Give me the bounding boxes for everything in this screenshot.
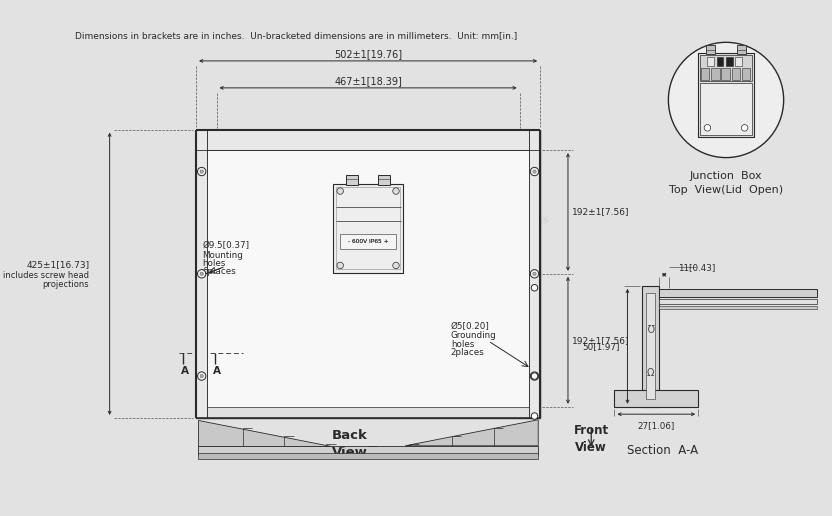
Bar [615,390,698,407]
Bar [659,307,817,309]
Bar [196,130,207,418]
Text: 425±1[16.73]: 425±1[16.73] [26,260,89,269]
Bar [336,187,399,269]
Bar [707,57,714,67]
Bar [706,45,715,54]
Bar [529,130,540,418]
Text: includes screw head: includes screw head [3,271,89,280]
Bar [726,57,732,67]
Text: 2places: 2places [451,348,484,357]
Circle shape [200,170,203,173]
Bar [700,83,752,135]
Circle shape [197,270,206,278]
Circle shape [668,42,784,157]
Circle shape [530,167,538,176]
Text: SOLARLAND: SOLARLAND [221,191,324,245]
Circle shape [704,124,711,131]
Circle shape [197,167,206,176]
Circle shape [530,270,538,278]
Text: Mounting: Mounting [203,251,244,260]
Text: SOLARLAND: SOLARLAND [351,247,453,300]
Text: Grounding: Grounding [451,331,497,341]
Text: Dimensions in brackets are in inches.  Un-bracketed dimensions are in millimeter: Dimensions in brackets are in inches. Un… [75,31,518,40]
Text: - 600V IP65 +: - 600V IP65 + [348,239,389,244]
Circle shape [532,284,537,291]
Text: A: A [181,366,189,376]
Circle shape [532,375,536,378]
Circle shape [200,375,203,378]
Text: 192±1[7.56]: 192±1[7.56] [572,336,629,345]
Text: A: A [212,366,220,376]
Bar [198,453,538,459]
Text: Solar Solutions: Solar Solutions [338,177,430,222]
Circle shape [393,188,399,195]
Bar [196,130,540,418]
Text: holes: holes [203,259,226,268]
Text: Junction  Box
Top  View(Lid  Open): Junction Box Top View(Lid Open) [669,171,783,195]
Text: Back
View: Back View [332,429,368,459]
Bar [698,54,754,137]
Bar [731,68,740,79]
Bar [659,299,817,304]
Bar [742,68,750,79]
Bar [642,286,659,407]
Bar [659,288,817,297]
Bar [716,57,723,67]
Circle shape [530,372,538,380]
Polygon shape [405,420,538,446]
Polygon shape [198,420,331,446]
Text: Ø9.5[0.37]: Ø9.5[0.37] [203,241,250,250]
Bar [721,68,730,79]
Bar [333,184,404,273]
Bar [196,130,540,150]
Text: Ω: Ω [647,321,655,331]
Text: holes: holes [451,340,474,349]
Bar [379,175,390,185]
Text: 192±1[7.56]: 192±1[7.56] [572,207,629,217]
Text: projections: projections [42,281,89,289]
Bar [735,57,742,67]
Bar [346,175,358,185]
Circle shape [197,372,206,380]
Circle shape [741,124,748,131]
Text: Section  A-A: Section A-A [627,444,698,457]
Bar [737,45,746,54]
Text: Ø5[0.20]: Ø5[0.20] [451,322,490,331]
Text: 6places: 6places [203,267,236,276]
Bar [196,407,540,418]
Circle shape [393,262,399,269]
Bar [198,446,538,455]
Text: - 600V IP65 +: - 600V IP65 + [348,239,389,244]
Circle shape [337,262,344,269]
Text: 11[0.43]: 11[0.43] [677,263,715,272]
Text: 467±1[18.39]: 467±1[18.39] [334,76,402,86]
Bar [340,234,396,249]
Bar [646,293,656,399]
Circle shape [200,272,203,276]
Bar [700,55,752,82]
Text: 502±1[19.76]: 502±1[19.76] [334,50,402,59]
Text: Ω: Ω [647,368,655,378]
Bar [701,68,710,79]
Text: Front
View: Front View [573,425,609,455]
Circle shape [532,272,536,276]
Circle shape [532,413,537,420]
Circle shape [532,170,536,173]
Circle shape [337,188,344,195]
Circle shape [532,373,537,379]
Text: 27[1.06]: 27[1.06] [637,421,675,430]
Text: 50[1.97]: 50[1.97] [582,342,620,351]
Bar [711,68,720,79]
Text: Solar Solutions: Solar Solutions [458,214,551,259]
